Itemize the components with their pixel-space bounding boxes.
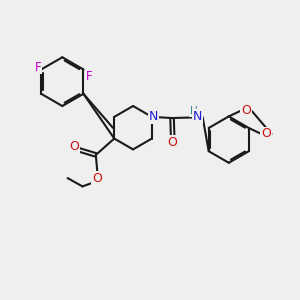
Text: H: H [190,106,198,116]
Text: O: O [92,172,102,185]
Text: O: O [241,104,251,117]
Text: O: O [168,136,178,149]
Text: F: F [35,61,42,74]
Text: N: N [149,110,158,123]
Text: F: F [85,70,92,83]
Text: O: O [261,128,271,140]
Text: N: N [193,110,203,123]
Text: O: O [69,140,79,153]
